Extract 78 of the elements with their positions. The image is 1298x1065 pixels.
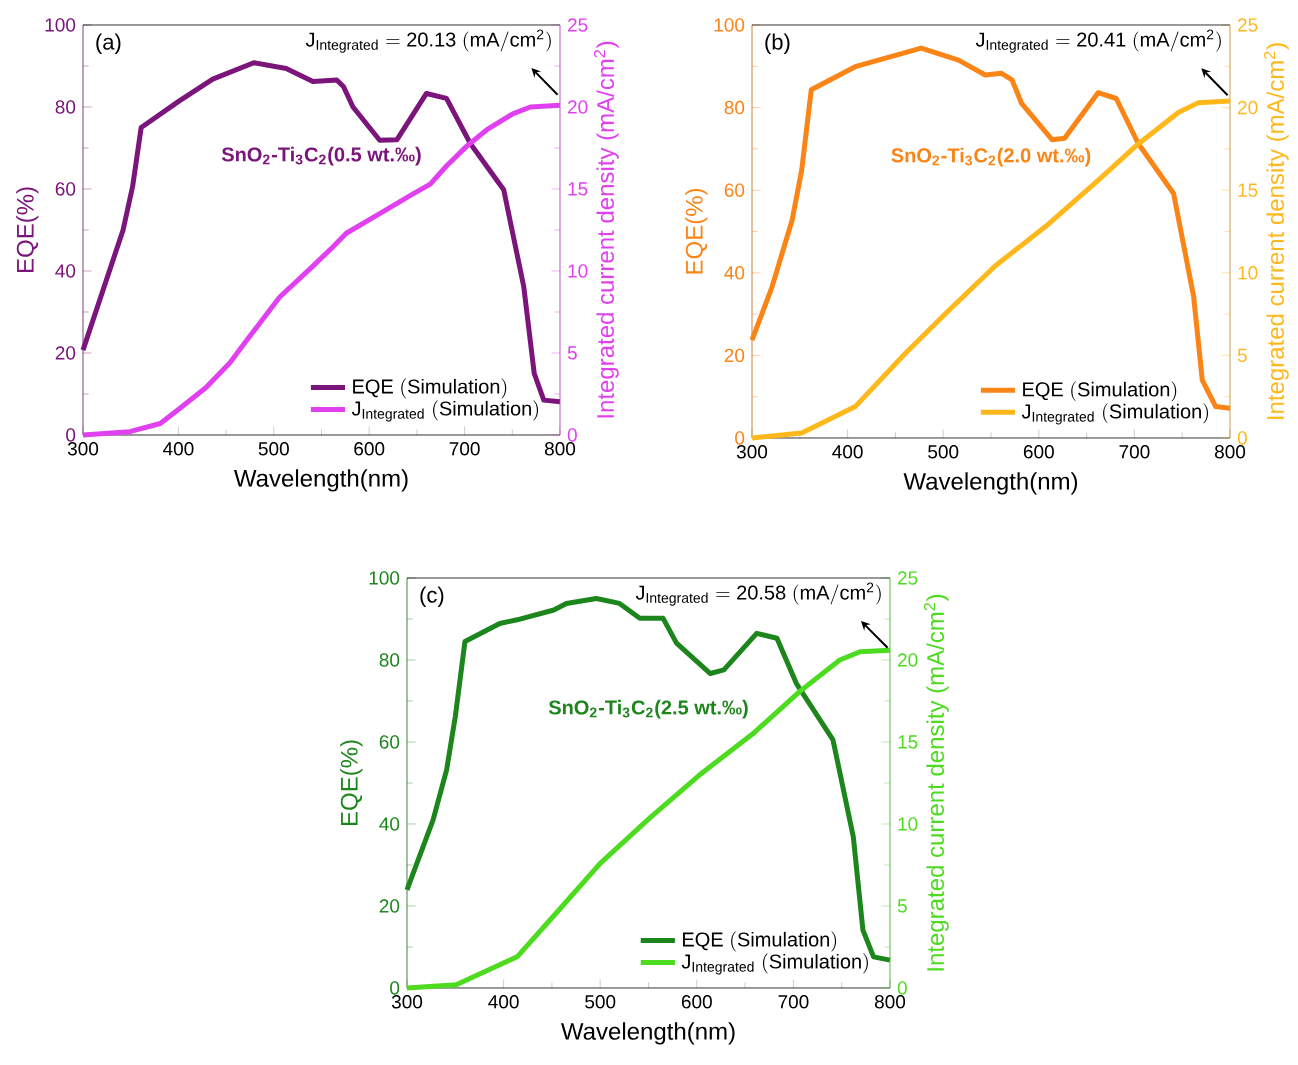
x-tick-label: 800 (1214, 445, 1246, 459)
y-tick-label: 80 (55, 100, 76, 114)
annotation: $\mathrm{J_{Integrated}\ {=}\ 20.41\ (mA/cm^{2})}$ (975, 29, 1221, 53)
y-tick-label: 0 (66, 428, 76, 442)
annotation: $\mathrm{J_{Integrated}\ {=}\ 20.13\ (mA/cm^{2})}$ (305, 29, 551, 53)
y2-axis-title: Integrated current density (mA/cm$^{2}$) (593, 41, 619, 418)
y-tick-label: 40 (724, 266, 745, 280)
legend-label: $\mathrm{J_{Integrated}\ (Simulation)}$ (1021, 403, 1209, 425)
y-tick-label: 80 (724, 100, 745, 115)
x-axis-title: Wavelength(nm) (903, 472, 1078, 495)
y-tick-label: 60 (379, 735, 400, 749)
annotation: SnO$_{2}$-Ti$_{3}$C$_{2}$(2.0 wt.‰) (891, 147, 1091, 167)
y2-tick-label: 10 (1238, 266, 1258, 280)
x-tick-label: 500 (258, 442, 289, 456)
y2-tick-label: 10 (568, 264, 588, 278)
legend-label: $\mathrm{EQE\ (Simulation)}$ (683, 931, 837, 952)
y2-tick-label: 15 (898, 735, 918, 749)
x-tick-label: 500 (585, 995, 616, 1009)
x-axis-title: Wavelength(nm) (234, 469, 408, 492)
y2-tick-label: 25 (898, 571, 918, 585)
y-tick-label: 100 (45, 18, 76, 32)
x-tick-label: 600 (681, 995, 712, 1009)
x-tick-label: 700 (1119, 445, 1150, 459)
y2-tick-label: 15 (1238, 183, 1258, 197)
y2-tick-label: 10 (898, 817, 918, 831)
x-tick-label: 600 (1023, 445, 1054, 459)
annotation: (a) (96, 33, 121, 55)
annotation: (b) (765, 33, 790, 55)
y2-tick-label: 20 (1238, 100, 1258, 115)
x-tick-label: 400 (832, 445, 863, 459)
x-tick-label: 600 (354, 442, 385, 456)
x-tick-label: 700 (778, 995, 809, 1009)
annotation: (c) (420, 586, 444, 608)
y-tick-label: 20 (724, 348, 745, 363)
y2-tick-label: 20 (568, 100, 588, 114)
y2-tick-label: 0 (897, 981, 907, 995)
y2-axis-title: Integrated current density (mA/cm$^{2}$) (923, 594, 949, 971)
annotation: $\mathrm{J_{Integrated}\ {=}\ 20.58\ (mA/cm^{2})}$ (635, 582, 881, 606)
y2-tick-label: 15 (568, 182, 588, 196)
y-axis-title: EQE(%) (685, 188, 708, 274)
x-tick-label: 800 (544, 442, 576, 456)
x-tick-label: 700 (449, 442, 480, 456)
y2-tick-label: 5 (567, 346, 577, 360)
y2-tick-label: 5 (1237, 348, 1247, 363)
x-tick-label: 400 (162, 442, 194, 456)
x-tick-label: 400 (488, 995, 519, 1009)
x-tick-label: 300 (391, 995, 423, 1009)
y-tick-label: 40 (55, 264, 76, 278)
y2-tick-label: 0 (1237, 431, 1247, 445)
x-axis-title: Wavelength(nm) (561, 1022, 735, 1045)
y-tick-label: 100 (369, 571, 400, 585)
x-tick-label: 300 (736, 445, 768, 459)
y-tick-label: 20 (55, 346, 76, 360)
y2-tick-label: 25 (568, 18, 588, 32)
y-tick-label: 0 (735, 431, 745, 445)
y-tick-label: 0 (390, 981, 400, 995)
y2-tick-label: 20 (898, 653, 918, 667)
y-tick-label: 80 (379, 653, 400, 667)
y2-axis-title: Integrated current density (mA/cm$^{2}$) (1263, 43, 1289, 419)
annotation: SnO$_{2}$-Ti$_{3}$C$_{2}$(0.5 wt.‰) (221, 146, 421, 166)
y2-tick-label: 25 (1238, 18, 1258, 32)
legend-label: $\mathrm{EQE\ (Simulation)}$ (1023, 381, 1177, 402)
y-tick-label: 60 (55, 182, 76, 196)
y-tick-label: 40 (379, 817, 400, 831)
y-axis-title: EQE(%) (16, 187, 39, 273)
x-tick-label: 800 (874, 995, 906, 1009)
legend-label: $\mathrm{EQE\ (Simulation)}$ (353, 378, 507, 399)
legend-label: $\mathrm{J_{Integrated}\ (Simulation)}$ (351, 400, 539, 422)
y-tick-label: 60 (724, 183, 745, 197)
x-tick-label: 500 (928, 445, 959, 459)
annotation: SnO$_{2}$-Ti$_{3}$C$_{2}$(2.5 wt.‰) (548, 699, 748, 719)
y-tick-label: 20 (379, 899, 400, 913)
y2-tick-label: 5 (897, 899, 907, 913)
y-tick-label: 100 (714, 18, 745, 32)
x-tick-label: 300 (67, 442, 99, 456)
legend-label: $\mathrm{J_{Integrated}\ (Simulation)}$ (681, 953, 868, 975)
y-axis-title: EQE(%) (340, 740, 363, 826)
y2-tick-label: 0 (567, 428, 577, 442)
